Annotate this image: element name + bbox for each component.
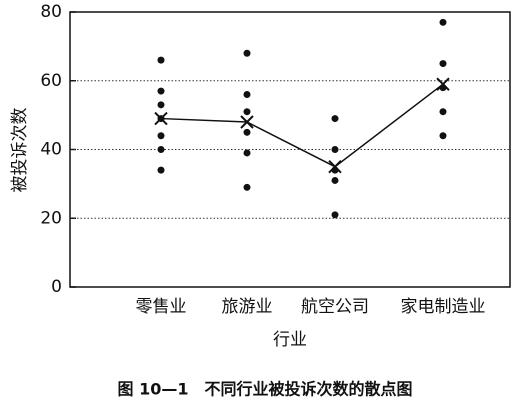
point <box>439 108 447 116</box>
point <box>157 166 165 174</box>
mean-marker <box>436 77 450 91</box>
point <box>157 132 165 140</box>
point <box>331 176 339 184</box>
point <box>157 87 165 95</box>
point <box>243 183 251 191</box>
point <box>331 211 339 219</box>
mean-marker <box>240 115 254 129</box>
x-tick-label: 家电制造业 <box>401 297 486 317</box>
y-tick-label: 20 <box>40 208 62 228</box>
y-tick-label: 60 <box>40 71 62 91</box>
y-tick-label: 80 <box>40 2 62 22</box>
x-axis-label: 行业 <box>273 330 307 350</box>
point <box>331 115 339 123</box>
point <box>243 128 251 136</box>
y-axis-label: 被投诉次数 <box>10 108 30 193</box>
caption: 图 10—1 不同行业被投诉次数的散点图 <box>118 380 413 399</box>
point <box>243 91 251 98</box>
mean-line <box>160 83 444 168</box>
point <box>243 49 251 57</box>
point <box>243 149 251 157</box>
x-tick-label: 零售业 <box>136 297 187 317</box>
y-tick-label: 0 <box>51 277 62 297</box>
point <box>439 132 447 140</box>
x-tick-label: 航空公司 <box>301 297 369 317</box>
mean-marker <box>328 159 342 174</box>
x-tick-label: 旅游业 <box>222 297 273 317</box>
point <box>157 101 165 109</box>
point <box>439 60 447 68</box>
mean-marker <box>154 111 168 126</box>
plot-frame <box>69 11 511 288</box>
y-tick-label: 40 <box>40 140 62 160</box>
point <box>157 146 165 153</box>
point <box>331 146 339 153</box>
point <box>243 108 251 116</box>
point <box>157 56 165 64</box>
point <box>439 18 447 26</box>
